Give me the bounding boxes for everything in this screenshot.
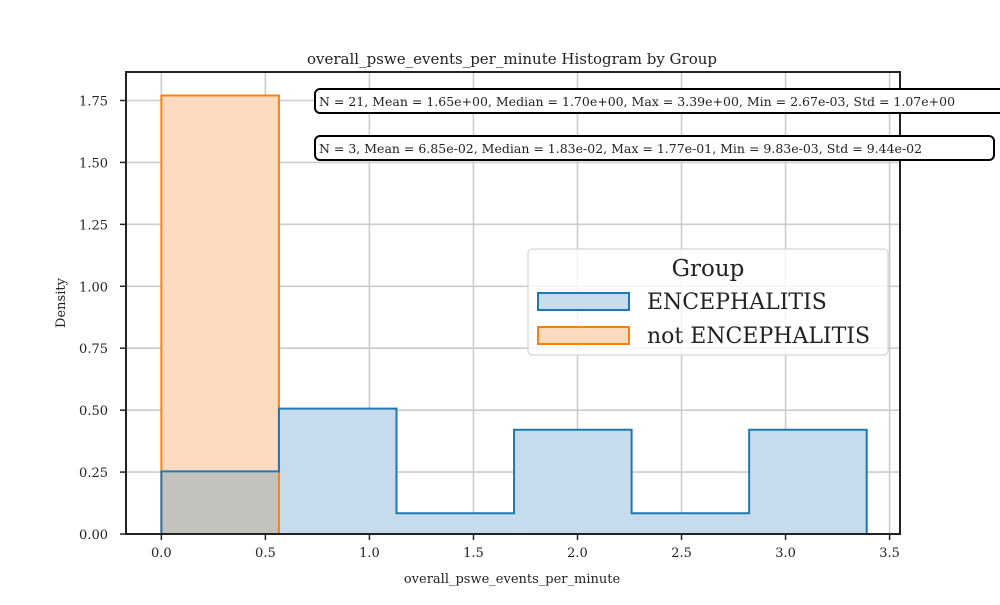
y-tick-label: 1.75 (79, 94, 108, 109)
outline-not-encephalitis (160, 94, 280, 534)
x-tick-label: 2.0 (567, 546, 588, 561)
x-axis-title: overall_pswe_events_per_minute (404, 572, 621, 587)
legend-swatch-encephalitis (537, 292, 630, 311)
outline-encephalitis (160, 407, 868, 534)
bar-overlap (161, 471, 279, 534)
bar-encephalitis (749, 429, 867, 534)
bar-encephalitis (631, 513, 750, 534)
stat-box-not-encephalitis (314, 135, 995, 161)
y-axis-ticks: 0.00 0.25 0.50 0.75 1.00 1.25 1.50 1.75 (79, 94, 126, 543)
y-tick-label: 1.00 (79, 280, 108, 295)
plot-frame (125, 71, 901, 535)
y-tick-label: 0.75 (79, 342, 108, 357)
y-tick-label: 0.00 (79, 528, 108, 543)
bar-encephalitis (514, 429, 632, 534)
histogram-bars (161, 95, 867, 534)
y-tick-label: 0.25 (79, 466, 108, 481)
stat-annotations: N = 21, Mean = 1.65e+00, Median = 1.70e+… (314, 88, 1000, 161)
x-tick-label: 0.5 (255, 546, 276, 561)
bar-not-encephalitis (161, 95, 279, 534)
chart-title: overall_pswe_events_per_minute Histogram… (307, 50, 717, 68)
stat-box-encephalitis (314, 88, 1000, 114)
bar-encephalitis (396, 513, 515, 534)
legend-label-not-encephalitis: not ENCEPHALITIS (647, 324, 870, 349)
y-tick-label: 0.50 (79, 404, 108, 419)
stat-text-encephalitis: N = 21, Mean = 1.65e+00, Median = 1.70e+… (319, 94, 955, 109)
legend-label-encephalitis: ENCEPHALITIS (647, 290, 827, 315)
legend: Group ENCEPHALITIS not ENCEPHALITIS (527, 248, 889, 356)
stat-text-not-encephalitis: N = 3, Mean = 6.85e-02, Median = 1.83e-0… (319, 141, 922, 156)
x-tick-label: 2.5 (671, 546, 692, 561)
y-axis-title: Density (54, 277, 69, 328)
axes (125, 71, 901, 535)
legend-swatch-not-encephalitis (537, 326, 630, 345)
y-tick-label: 1.25 (79, 218, 108, 233)
x-tick-label: 3.0 (775, 546, 796, 561)
bar-encephalitis (278, 408, 397, 534)
histogram-outlines (160, 94, 868, 534)
x-tick-label: 1.5 (463, 546, 484, 561)
legend-title: Group (672, 256, 745, 282)
x-axis-ticks: 0.0 0.5 1.0 1.5 2.0 2.5 3.0 3.5 (151, 534, 900, 561)
x-tick-label: 3.5 (879, 546, 900, 561)
y-tick-label: 1.50 (79, 156, 108, 171)
x-tick-label: 1.0 (359, 546, 380, 561)
x-tick-label: 0.0 (151, 546, 172, 561)
